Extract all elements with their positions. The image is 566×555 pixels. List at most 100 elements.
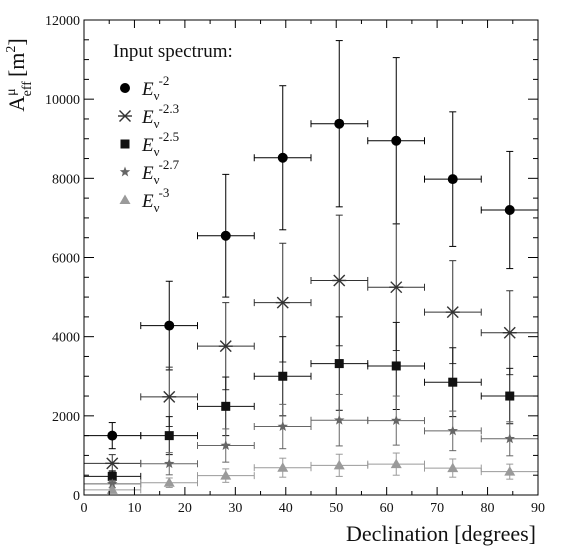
series--2 xyxy=(83,40,539,450)
legend-marker xyxy=(120,83,130,93)
data-marker xyxy=(334,118,345,129)
legend-marker xyxy=(118,110,132,122)
legend-label: Eν-2 xyxy=(141,73,169,103)
data-point xyxy=(480,150,539,270)
y-tick-label: 2000 xyxy=(52,410,80,425)
x-tick-label: 30 xyxy=(228,501,242,516)
y-label-unit-open: [m xyxy=(4,53,29,77)
data-point xyxy=(197,302,255,391)
y-tick-label: 6000 xyxy=(52,252,80,267)
data-marker xyxy=(220,470,232,480)
data-marker xyxy=(107,430,118,441)
data-marker xyxy=(505,391,515,401)
data-point xyxy=(197,428,255,463)
legend-title: Input spectrum: xyxy=(113,41,233,62)
legend-item: Eν-2.5 xyxy=(120,129,179,159)
data-marker xyxy=(162,390,177,403)
x-tick-label: 80 xyxy=(481,501,495,516)
y-label-unit-close: ] xyxy=(4,38,29,45)
legend-item: Eν-2.7 xyxy=(119,157,180,187)
legend-item: Eν-2.3 xyxy=(118,101,179,131)
data-point xyxy=(83,454,142,473)
data-point xyxy=(83,484,142,494)
data-marker xyxy=(504,466,516,476)
data-marker xyxy=(447,462,459,473)
legend-marker xyxy=(119,194,131,204)
data-marker xyxy=(164,458,175,469)
x-tick-label: 0 xyxy=(81,501,88,516)
data-point xyxy=(197,173,255,298)
data-marker xyxy=(391,415,402,426)
data-marker xyxy=(277,421,288,431)
data-marker xyxy=(391,135,402,146)
legend: Input spectrum: Eν-2Eν-2.3Eν-2.5Eν-2.7Eν-… xyxy=(113,41,233,215)
data-point xyxy=(424,458,482,478)
data-marker xyxy=(218,340,233,353)
plot-marks xyxy=(83,40,539,494)
data-point xyxy=(310,40,369,208)
legend-label: Eν-2.7 xyxy=(141,157,180,187)
data-marker xyxy=(333,459,345,470)
x-axis-label: Declination [degrees] xyxy=(346,521,536,546)
data-point xyxy=(140,416,198,456)
data-point xyxy=(197,376,255,437)
data-point xyxy=(310,453,369,477)
y-tick-label: 10000 xyxy=(45,93,80,108)
data-point xyxy=(424,260,482,365)
data-point xyxy=(197,468,255,483)
data-point xyxy=(140,366,198,428)
data-point xyxy=(253,85,312,231)
data-marker xyxy=(275,296,290,309)
y-tick-label: 12000 xyxy=(45,14,80,29)
data-marker xyxy=(448,377,458,387)
data-point xyxy=(367,57,425,225)
y-tick-label: 4000 xyxy=(52,331,80,346)
data-marker xyxy=(164,320,175,331)
data-point xyxy=(480,463,539,480)
data-marker xyxy=(107,471,117,481)
series--3 xyxy=(83,452,539,494)
data-marker xyxy=(106,484,118,494)
series--2.3 xyxy=(83,214,539,473)
data-marker xyxy=(220,230,231,241)
data-marker xyxy=(278,371,288,381)
x-tick-label: 20 xyxy=(178,501,192,516)
data-marker xyxy=(391,361,401,371)
data-point xyxy=(310,393,369,447)
data-marker xyxy=(164,431,174,441)
series--2.5 xyxy=(83,316,539,483)
x-tick-label: 40 xyxy=(279,501,293,516)
data-marker xyxy=(221,401,231,411)
x-tick-label: 50 xyxy=(329,501,343,516)
legend-item: Eν-3 xyxy=(119,185,169,215)
data-point xyxy=(367,395,425,446)
data-point xyxy=(253,457,312,478)
data-marker xyxy=(502,326,517,339)
data-marker xyxy=(334,359,344,369)
legend-label: Eν-2.5 xyxy=(141,129,179,159)
legend-marker xyxy=(120,139,130,149)
x-tick-label: 90 xyxy=(531,501,545,516)
data-marker xyxy=(220,440,231,450)
data-point xyxy=(480,421,539,457)
series--2.7 xyxy=(83,393,539,489)
x-tick-label: 70 xyxy=(430,501,444,516)
y-axis-label: Aμeff [m2] xyxy=(4,38,35,111)
legend-label: Eν-2.3 xyxy=(141,101,179,131)
y-label-subscript: eff xyxy=(20,81,35,97)
data-point xyxy=(140,452,198,476)
data-marker xyxy=(447,174,458,185)
data-point xyxy=(480,290,539,376)
legend-label: Eν-3 xyxy=(141,185,169,215)
data-point xyxy=(253,403,312,450)
data-marker xyxy=(163,477,175,487)
data-point xyxy=(424,410,482,452)
y-axis-label-text: Aμeff [m2] xyxy=(4,38,35,111)
y-label-base: A xyxy=(4,96,29,112)
data-marker xyxy=(332,274,347,287)
data-point xyxy=(253,336,312,417)
data-point xyxy=(140,477,198,488)
data-point xyxy=(367,452,425,476)
data-marker xyxy=(445,306,460,319)
